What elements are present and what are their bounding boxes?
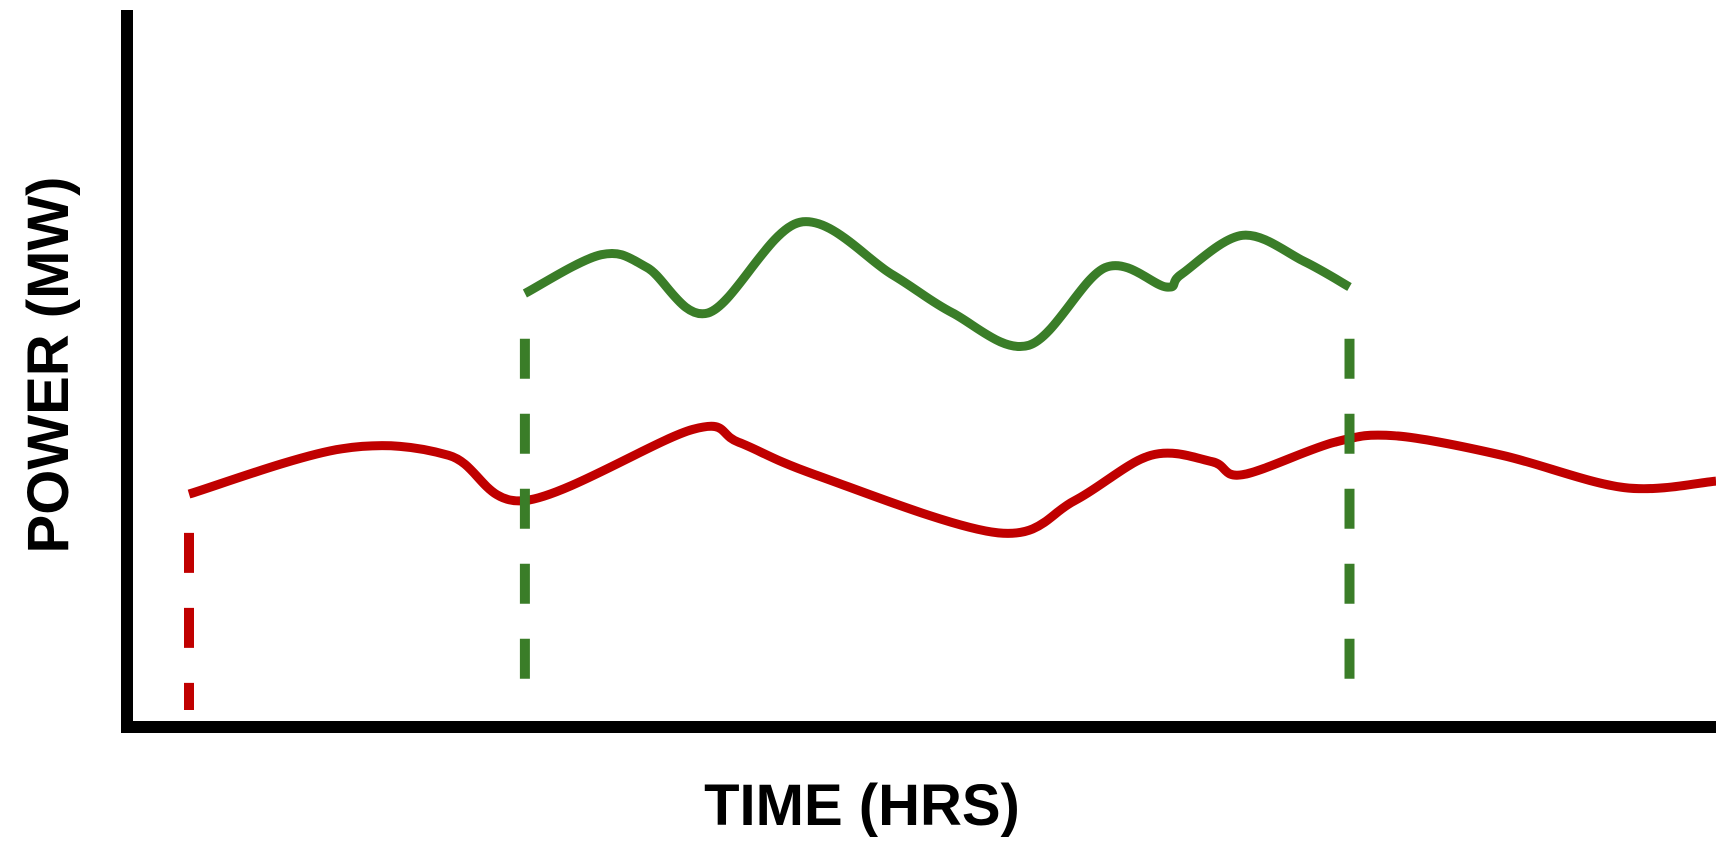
y-axis-label: POWER (MW) xyxy=(16,177,81,554)
annotation-layer xyxy=(184,338,1355,710)
series-layer xyxy=(187,217,1716,538)
x-axis-label: TIME (HRS) xyxy=(704,773,1020,838)
series-line-1 xyxy=(522,217,1352,352)
series-line-0 xyxy=(187,421,1716,538)
